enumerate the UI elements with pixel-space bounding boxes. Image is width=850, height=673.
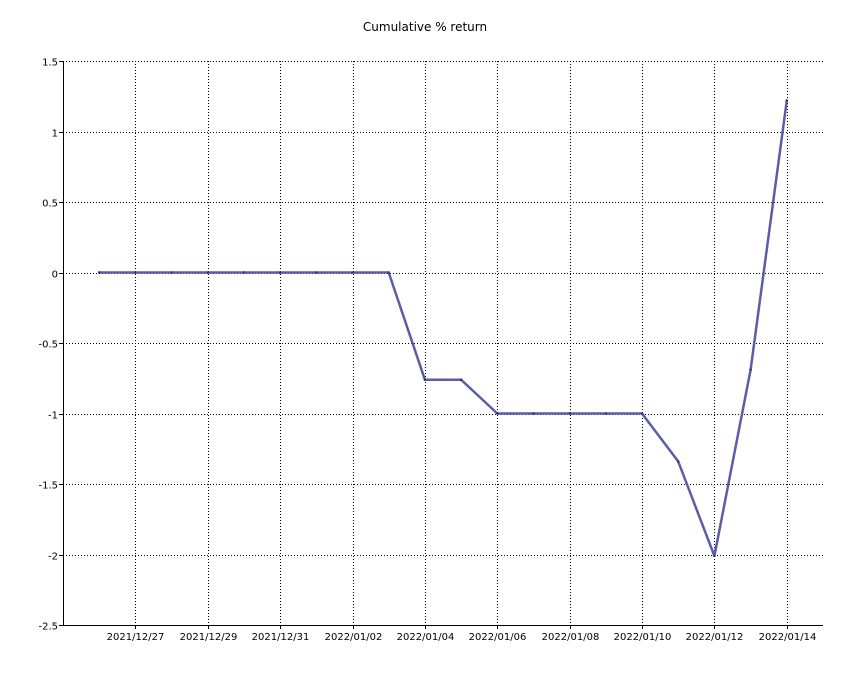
data-point: [206, 271, 209, 274]
data-point: [387, 271, 390, 274]
y-tick-label: 0: [52, 270, 58, 281]
y-tick-label: 1.5: [42, 58, 58, 69]
y-tick-label: -1: [48, 411, 58, 422]
x-tick-label: 2022/01/08: [542, 632, 600, 643]
x-tick-label: 2021/12/31: [252, 632, 310, 643]
x-tick-label: 2022/01/12: [686, 632, 744, 643]
data-point: [278, 271, 282, 274]
data-point: [713, 554, 716, 558]
data-point: [315, 271, 318, 274]
y-tick-label: 0.5: [42, 199, 58, 210]
series-layer: [97, 99, 789, 558]
data-point: [242, 271, 246, 274]
y-tick-label: -1.5: [38, 481, 58, 492]
axis-layer: 1.5 1 0.5 0 -0.5 -1 -1.5 -2 -2.5 2021/12/27 2021/1…: [38, 58, 823, 643]
series-line-0: [97, 99, 789, 558]
data-point: [170, 271, 173, 274]
data-point: [134, 271, 137, 274]
x-tick-label: 2022/01/10: [614, 632, 672, 643]
x-tick-label: 2021/12/29: [180, 632, 238, 643]
data-point: [749, 368, 752, 371]
x-tick-label: 2022/01/14: [759, 632, 817, 643]
data-point: [677, 460, 680, 463]
data-point: [459, 378, 463, 381]
chart-title: Cumulative % return: [363, 20, 487, 34]
data-point: [98, 271, 101, 274]
y-tick-label: -0.5: [38, 340, 58, 351]
data-point: [785, 99, 788, 102]
data-point: [604, 412, 608, 415]
data-point: [423, 378, 427, 381]
data-point: [640, 412, 644, 415]
y-tick-label: -2: [48, 552, 58, 563]
data-point: [496, 412, 499, 415]
x-tick-label: 2021/12/27: [107, 632, 165, 643]
x-tick-label: 2022/01/04: [397, 632, 455, 643]
data-point: [568, 412, 571, 415]
data-point: [351, 271, 354, 274]
data-point: [532, 412, 535, 415]
x-tick-label: 2022/01/02: [325, 632, 383, 643]
x-tick-label: 2022/01/06: [469, 632, 527, 643]
y-tick-label: 1: [52, 129, 58, 140]
y-tick-label: -2.5: [38, 622, 58, 633]
